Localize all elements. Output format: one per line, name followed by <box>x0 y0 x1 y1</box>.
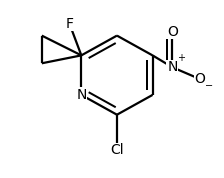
Text: O: O <box>195 72 205 86</box>
Text: F: F <box>65 17 73 31</box>
Text: +: + <box>177 53 185 63</box>
Text: Cl: Cl <box>110 143 124 157</box>
Text: N: N <box>76 88 86 102</box>
Text: −: − <box>205 81 213 91</box>
Text: O: O <box>167 25 178 39</box>
Text: N: N <box>167 60 177 74</box>
